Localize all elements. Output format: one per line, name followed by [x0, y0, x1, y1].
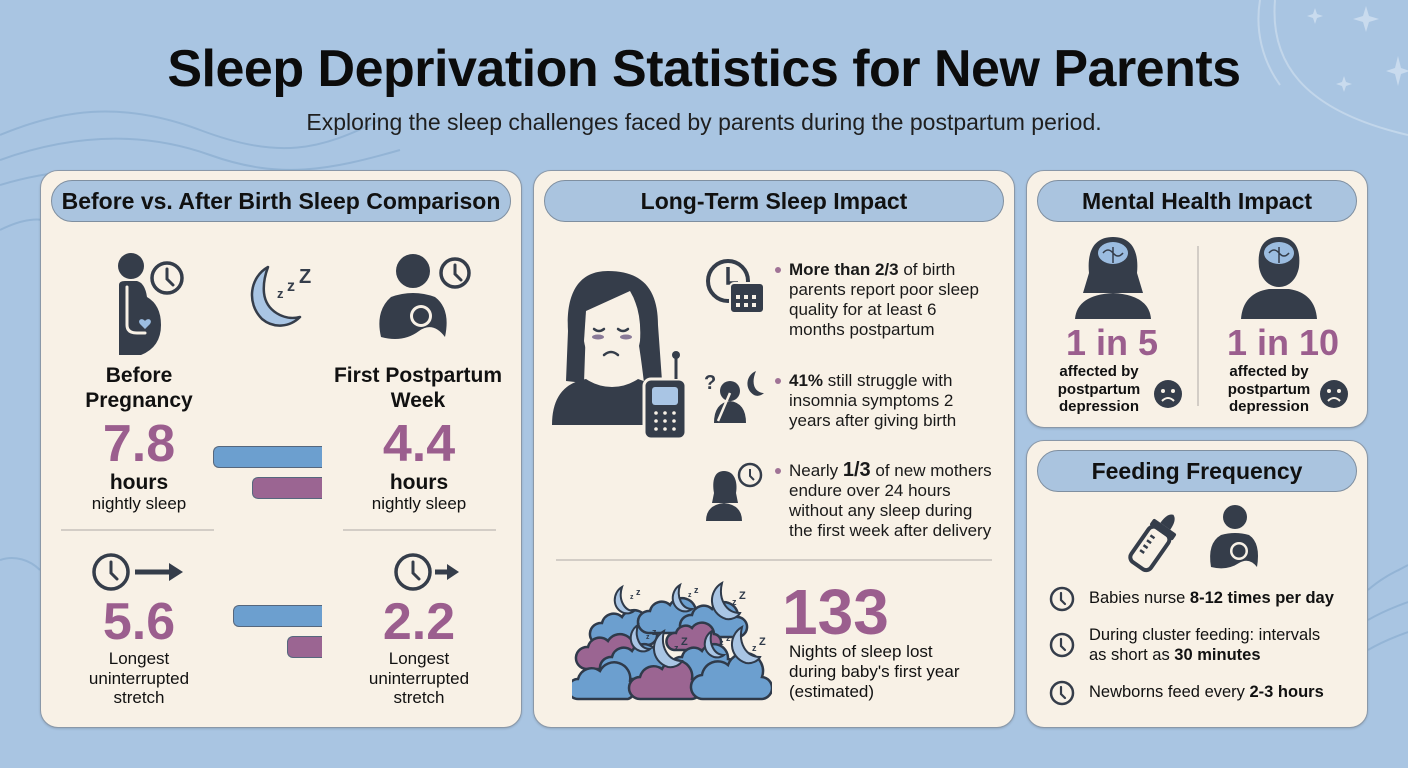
svg-text:z: z — [630, 594, 634, 601]
after-stretch-caption: Longest uninterrupted stretch — [368, 649, 470, 707]
before-pregnancy-label: Before Pregnancy — [85, 364, 193, 412]
comparison-panel: Before vs. After Birth Sleep Comparison … — [40, 170, 522, 728]
clock-short-arrow-icon — [394, 553, 459, 591]
before-nightly-value: 7.8 — [102, 415, 176, 473]
svg-text:z: z — [752, 643, 757, 653]
long-term-panel-title: Long-Term Sleep Impact — [544, 180, 1004, 222]
svg-text:z: z — [652, 627, 657, 637]
before-stretch-caption: Longest uninterrupted stretch — [88, 649, 190, 707]
svg-text:Z: Z — [681, 636, 688, 648]
fathers-ppd-caption: affected by postpartum depression — [1227, 363, 1311, 415]
svg-text:z: z — [646, 634, 650, 641]
after-nightly-value: 4.4 — [382, 415, 456, 473]
before-stretch-bar — [233, 605, 322, 627]
pregnant-person-icon — [118, 253, 184, 355]
woman-brain-icon — [1075, 237, 1151, 319]
divider — [343, 529, 496, 531]
woman-clock-icon — [706, 462, 763, 521]
mental-health-panel: Mental Health Impact 1 in 5 affected by … — [1026, 170, 1368, 428]
bullet-dot — [775, 468, 781, 474]
svg-text:z: z — [636, 587, 641, 597]
svg-text:z: z — [720, 640, 724, 647]
svg-text:z: z — [726, 633, 731, 643]
fathers-ppd-value: 1 in 10 — [1226, 322, 1340, 363]
tired-woman-with-baby-monitor-icon — [552, 271, 688, 439]
svg-text:z: z — [277, 286, 284, 301]
svg-text:z: z — [287, 278, 295, 295]
feeding-item-1: Babies nurse 8-12 times per day — [1049, 586, 1334, 612]
page-header: Sleep Deprivation Statistics for New Par… — [0, 38, 1408, 136]
clock-arrow-icon — [92, 553, 183, 591]
after-stretch-bar — [287, 636, 322, 658]
feeding-panel: Feeding Frequency Babies nurse 8-12 time… — [1026, 440, 1368, 728]
vertical-divider — [1197, 246, 1199, 406]
svg-text:z: z — [732, 597, 737, 607]
long-term-bullet-2: 41% still struggle with insomnia symptom… — [789, 371, 957, 430]
sad-face-icon — [1154, 380, 1182, 408]
breastfeeding-icon — [1210, 505, 1258, 569]
feeding-item-2: During cluster feeding: intervals as sho… — [1049, 625, 1320, 665]
svg-text:z: z — [674, 643, 679, 653]
svg-text:z: z — [688, 592, 692, 599]
feeding-panel-title: Feeding Frequency — [1037, 450, 1357, 492]
after-nightly-bar — [252, 477, 322, 499]
after-stretch-value: 2.2 — [382, 593, 456, 651]
bullet-dot — [775, 267, 781, 273]
first-postpartum-week-label: First Postpartum Week — [333, 364, 503, 412]
parent-holding-baby-icon — [379, 254, 471, 339]
mothers-ppd-caption: affected by postpartum depression — [1057, 363, 1141, 415]
moon-sleep-icon: z z Z — [250, 265, 311, 327]
mental-health-panel-title: Mental Health Impact — [1037, 180, 1357, 222]
before-stretch-value: 5.6 — [102, 593, 176, 651]
baby-bottle-icon — [1128, 514, 1177, 573]
before-nightly-caption: nightly sleep — [91, 494, 187, 513]
bullet-dot — [775, 378, 781, 384]
long-term-bullet-3: Nearly 1/3 of new mothers endure over 24… — [789, 459, 992, 540]
svg-text:Z: Z — [739, 590, 746, 602]
nights-lost-caption: Nights of sleep lost during baby's first… — [789, 642, 960, 701]
divider — [556, 559, 992, 561]
page-title: Sleep Deprivation Statistics for New Par… — [167, 40, 1241, 98]
mothers-ppd-value: 1 in 5 — [1065, 322, 1159, 363]
clock-icon — [1049, 680, 1075, 706]
long-term-panel: Long-Term Sleep Impact More than 2/3 of … — [533, 170, 1015, 728]
sad-face-icon — [1320, 380, 1348, 408]
long-term-bullet-1: More than 2/3 of birth parents report po… — [789, 260, 979, 339]
before-nightly-unit: hours — [109, 471, 169, 494]
after-nightly-caption: nightly sleep — [371, 494, 467, 513]
man-brain-icon — [1241, 237, 1317, 319]
svg-text:Z: Z — [759, 636, 766, 648]
clock-icon — [1049, 586, 1075, 612]
feeding-item-3: Newborns feed every 2-3 hours — [1049, 680, 1324, 706]
svg-text:?: ? — [704, 372, 716, 394]
comparison-panel-title: Before vs. After Birth Sleep Comparison — [51, 180, 511, 222]
after-nightly-unit: hours — [389, 471, 449, 494]
clock-calendar-icon — [706, 259, 765, 314]
svg-text:z: z — [694, 585, 699, 595]
nights-lost-value: 133 — [782, 576, 889, 648]
before-nightly-bar — [213, 446, 322, 468]
page-subtitle: Exploring the sleep challenges faced by … — [306, 109, 1102, 135]
svg-text:Z: Z — [299, 266, 311, 288]
insomnia-person-icon: ? — [704, 371, 764, 423]
clock-icon — [1049, 632, 1075, 658]
divider — [61, 529, 214, 531]
